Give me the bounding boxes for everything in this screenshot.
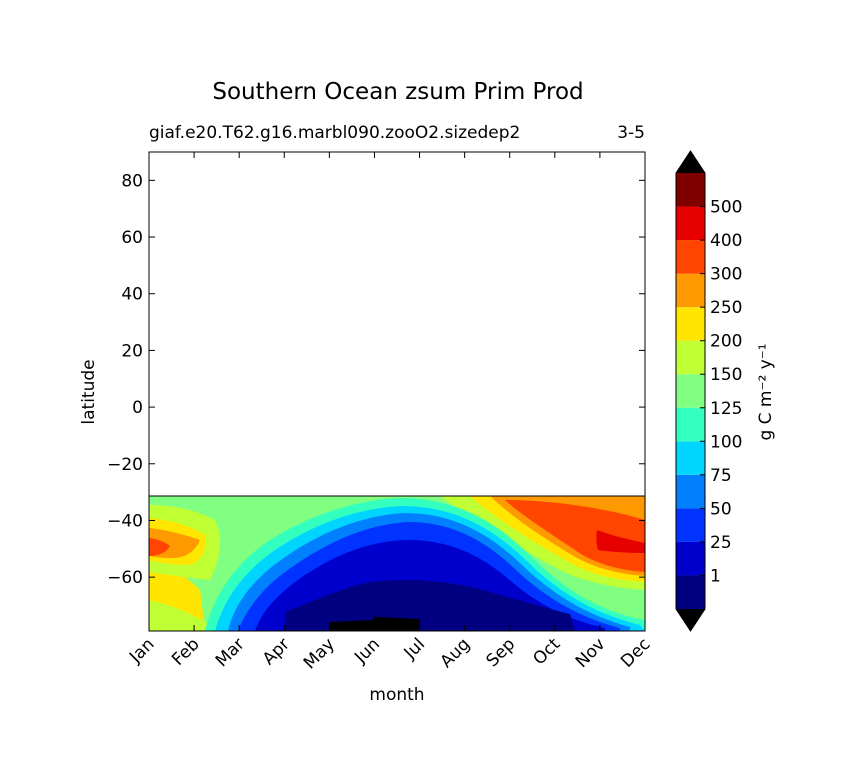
plot-area: 80 60 40 20 0 −20 −40 −60 Jan Feb Mar Apr May Jun Jul… — [107, 151, 655, 673]
colorbar-tick-label: 300 — [710, 265, 742, 285]
colorbar-segment — [676, 441, 705, 475]
colorbar-tick-label: 250 — [710, 298, 742, 318]
y-axis-label: latitude — [79, 359, 99, 424]
colorbar-tick-label: 200 — [710, 332, 742, 352]
x-tick-label: Aug — [437, 634, 475, 672]
y-tick-label: 40 — [121, 285, 143, 305]
y-tick-label: −20 — [107, 455, 143, 475]
band-bottom-left-lime — [149, 600, 214, 631]
x-tick-label: Nov — [572, 634, 610, 672]
y-tick-label: 20 — [121, 341, 143, 361]
colorbar-tick-label: 150 — [710, 365, 742, 385]
subtitle-left: giaf.e20.T62.g16.marbl090.zooO2.sizedep2 — [149, 123, 520, 143]
colorbar-tick-label: 500 — [710, 198, 742, 218]
plot-frame — [148, 151, 646, 632]
x-tick-label: Oct — [529, 634, 564, 669]
x-tick-label: Jul — [400, 634, 429, 663]
y-tick-label: 60 — [121, 228, 143, 248]
colorbar-segment — [676, 474, 705, 509]
colorbar-segment — [676, 273, 705, 308]
colorbar-segment — [676, 340, 705, 375]
x-tick-label: Sep — [482, 634, 519, 671]
y-tick-label: 80 — [121, 171, 143, 191]
x-tick-label: Dec — [617, 634, 654, 671]
colorbar-over-extension — [676, 151, 705, 173]
colorbar-tick-label: 1 — [710, 566, 721, 586]
colorbar-segment — [676, 173, 705, 207]
x-axis-label: month — [369, 685, 424, 705]
colorbar-tick-label: 125 — [710, 399, 742, 419]
x-tick-label: Feb — [168, 634, 203, 669]
colorbar-segment — [676, 541, 705, 576]
x-tick-label: May — [300, 634, 339, 673]
y-tick-label: −60 — [107, 568, 143, 588]
colorbar-segment — [676, 307, 705, 341]
colorbar-tick-label: 25 — [710, 533, 732, 553]
band-left-red — [149, 538, 170, 556]
band-center-navy — [285, 580, 575, 631]
band-center-black — [330, 617, 420, 631]
contour-field — [149, 496, 645, 631]
colorbar-under-extension — [676, 609, 705, 631]
colorbar-segment — [676, 575, 705, 609]
y-axis: 80 60 40 20 0 −20 −40 −60 — [107, 171, 645, 588]
colorbar-tick-label: 400 — [710, 231, 742, 251]
chart-title: Southern Ocean zsum Prim Prod — [212, 79, 583, 105]
colorbar-label: g C m⁻² y⁻¹ — [756, 343, 776, 440]
x-tick-label: Jun — [350, 634, 384, 668]
colorbar-segment — [676, 374, 705, 408]
x-tick-label: Mar — [212, 634, 249, 671]
colorbar-tick-label: 100 — [710, 432, 742, 452]
colorbar-tick-label: 50 — [710, 499, 732, 519]
colorbar-segment — [676, 508, 705, 542]
band-right-darkred — [596, 530, 645, 553]
x-tick-label: Apr — [259, 634, 294, 669]
y-tick-label: 0 — [132, 398, 143, 418]
y-tick-label: −40 — [107, 511, 143, 531]
band-right-red — [505, 500, 645, 572]
colorbar-segment — [676, 206, 705, 241]
subtitle-right: 3-5 — [617, 123, 645, 143]
colorbar-tick-label: 75 — [710, 466, 732, 486]
colorbar-outline — [675, 150, 706, 632]
colorbar-segment — [676, 407, 705, 442]
x-tick-label: Jan — [125, 634, 158, 667]
colorbar-segment — [676, 240, 705, 274]
